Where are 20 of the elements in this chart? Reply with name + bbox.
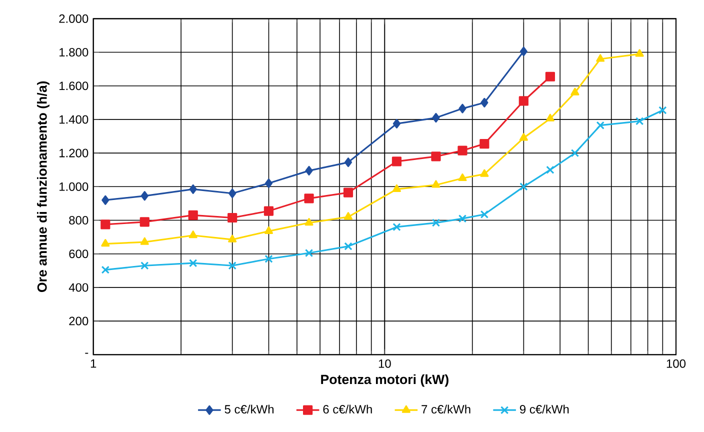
x-tick-label: 1 — [90, 359, 96, 368]
legend-label: 6 c€/kWh — [323, 404, 372, 414]
y-tick-label: 400 — [68, 283, 88, 292]
y-tick-label: 200 — [69, 316, 88, 326]
y-tick-label: 1.800 — [60, 48, 88, 57]
x-tick-label: 100 — [666, 359, 686, 368]
legend-label: 7 c€/kWh — [422, 404, 470, 414]
y-tick-label: 1.200 — [60, 148, 88, 158]
y-axis-title: Ore annue di funzionamento (h/a) — [37, 81, 50, 292]
y-tick-label: 600 — [69, 250, 88, 258]
y-tick-label: 800 — [69, 216, 88, 225]
legend-label: 9 c€/kWh — [520, 404, 569, 414]
y-tick-label: 2.000 — [59, 14, 88, 23]
y-tick-label: 1.000 — [60, 182, 88, 191]
y-tick-label: 1.600 — [60, 82, 88, 90]
y-tick-label: 1.400 — [60, 115, 88, 124]
legend-label: 5 c€/kWh — [224, 404, 274, 414]
x-axis-title: Potenza motori (kW) — [321, 374, 448, 387]
y-tick-label: - — [85, 352, 88, 354]
x-tick-label: 10 — [378, 359, 391, 368]
